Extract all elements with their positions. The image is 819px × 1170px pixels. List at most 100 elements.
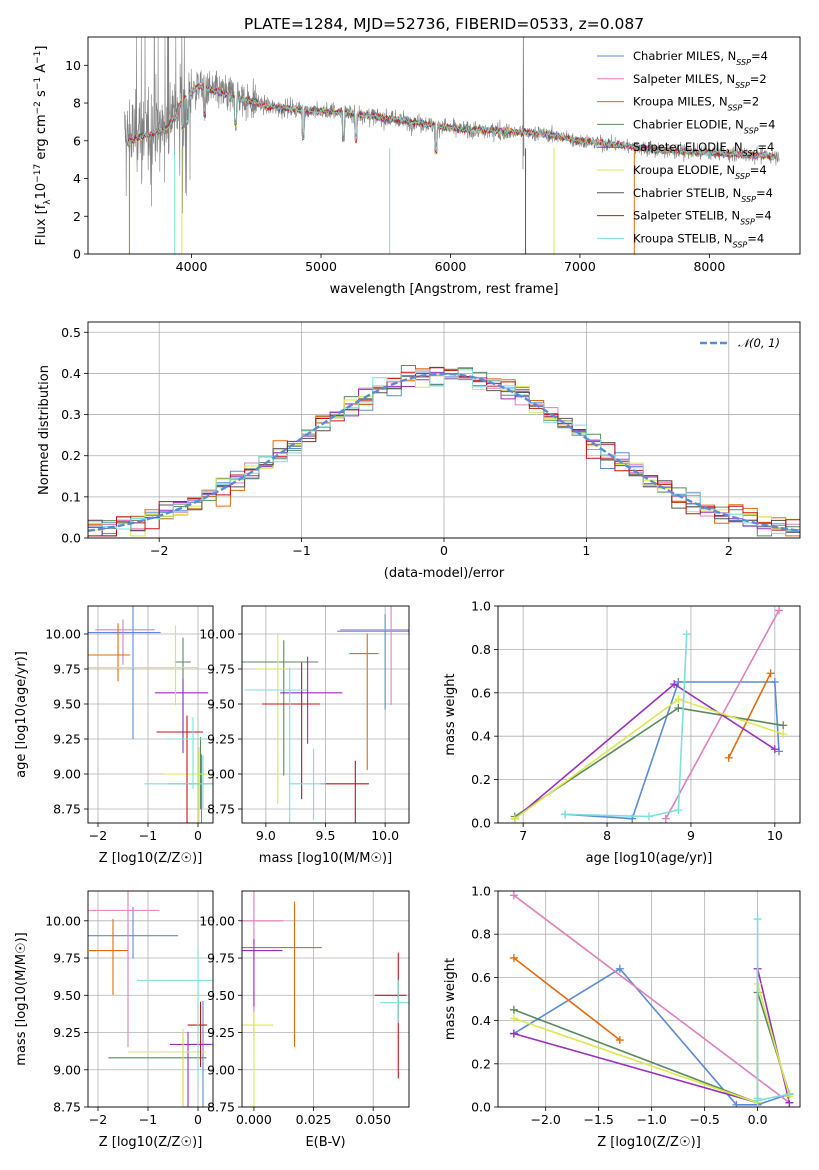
legend-name: Chabrier STELIB, N — [633, 186, 741, 200]
y-label-part: Flux [f — [34, 204, 49, 245]
x-tick-label: 0.050 — [355, 1112, 391, 1127]
x-axis-label: Z [log10(Z/Z☉)] — [597, 1135, 701, 1150]
weight-marker — [509, 891, 518, 900]
weight-line — [514, 707, 784, 818]
legend-sub: SSP — [735, 80, 750, 89]
weight-marker — [775, 747, 784, 756]
y-tick-label: 0.8 — [471, 642, 491, 657]
weight-marker — [724, 753, 733, 762]
x-axis-label: Z [log10(Z/Z☉)] — [99, 1135, 203, 1150]
weight-line — [514, 698, 784, 820]
legend-count: =4 — [750, 163, 767, 177]
weight-marker — [674, 695, 683, 704]
weight-line — [513, 894, 790, 1104]
y-tick-label: 0.6 — [471, 685, 491, 700]
axes-frame — [87, 890, 214, 1108]
weight-marker — [732, 1100, 741, 1107]
panel-4: 9.0 9.5 10.0 8.75 9.00 9.25 9.50 9.75 10.00 mass … — [199, 605, 410, 866]
legend-sub: SSP — [741, 194, 756, 203]
legend-count: =4 — [755, 209, 772, 223]
weight-marker — [510, 814, 519, 823]
normal-curve — [88, 372, 800, 532]
weight-marker — [785, 1090, 794, 1099]
legend: 𝒩(0, 1) — [700, 336, 780, 350]
x-tick-label: 7 — [519, 828, 527, 843]
legend-sub: SSP — [740, 217, 755, 226]
weight-marker — [670, 680, 679, 689]
y-tick-label: 0.8 — [471, 927, 491, 942]
legend-sub: SSP — [735, 172, 750, 181]
legend-entry: 𝒩(0, 1) — [738, 336, 780, 350]
panel-7: 0.000 0.025 0.050 8.75 9.00 9.25 9.50 9.75 10.00… — [199, 890, 410, 1150]
weight-marker — [779, 721, 788, 730]
weight-line — [513, 957, 621, 1041]
y-tick-label: 9.50 — [53, 988, 81, 1003]
weight-marker — [509, 953, 518, 962]
y-tick-label: 0 — [73, 247, 81, 262]
x-axis-label: Z [log10(Z/Z☉)] — [99, 851, 203, 866]
legend-name: Kroupa ELODIE, N — [633, 163, 735, 177]
axes: −2 −1 0 1 2 0.0 0.1 0.2 0.3 0.4 0.5 — [61, 325, 733, 558]
weight-marker — [561, 810, 570, 819]
y-tick-label: 10.00 — [199, 627, 235, 642]
x-tick-label: 0.025 — [296, 1112, 332, 1127]
gridlines — [88, 891, 213, 1108]
weight-marker — [775, 606, 784, 615]
x-tick-label: 5000 — [305, 259, 337, 274]
weight-marker — [674, 703, 683, 712]
x-tick-label: 9.0 — [256, 828, 276, 843]
y-label-part: A — [34, 64, 49, 77]
panel-3: −2 −1 0 8.75 9.00 9.25 9.50 9.75 10.00 Z [log10(Z… — [14, 605, 214, 866]
y-tick-label: 9.00 — [53, 767, 81, 782]
x-tick-label: 7000 — [564, 259, 596, 274]
y-tick-label: 0.3 — [61, 407, 81, 422]
axes: −2 −1 0 8.75 9.00 9.25 9.50 9.75 10.00 — [45, 627, 202, 844]
x-tick-label: −2 — [89, 1112, 107, 1127]
axes-frame — [87, 605, 214, 824]
y-tick-label: 0.6 — [471, 970, 491, 985]
legend-name: Kroupa STELIB, N — [633, 231, 733, 245]
y-tick-label: 8.75 — [207, 1100, 235, 1115]
y-label-part: −17 — [33, 164, 43, 183]
legend-sub: SSP — [743, 149, 758, 158]
axes: 0.000 0.025 0.050 8.75 9.00 9.25 9.50 9.75 10.00 — [199, 913, 391, 1127]
x-tick-label: 10.0 — [371, 828, 399, 843]
legend-entry: Chabrier STELIB, NSSP=4 — [633, 186, 773, 204]
axes-frame — [87, 36, 801, 255]
emission-line — [522, 37, 525, 170]
y-label-part: erg cm — [34, 114, 49, 163]
x-tick-label: 10 — [767, 828, 783, 843]
weight-marker — [674, 805, 683, 814]
y-tick-label: 0.5 — [61, 325, 81, 340]
plot-area — [88, 891, 213, 1107]
model-spectrum — [126, 83, 775, 161]
x-tick-label: 8000 — [693, 259, 725, 274]
y-axis-label: age [log10(age/yr)] — [14, 651, 29, 778]
weight-line — [756, 919, 790, 1102]
legend-name: Chabrier MILES, N — [633, 49, 736, 63]
legend-name: Salpeter STELIB, N — [633, 209, 740, 223]
y-tick-label: 9.50 — [207, 697, 235, 712]
axes: 7 8 9 10 0.0 0.2 0.4 0.6 0.8 1.0 — [471, 599, 783, 844]
axes: 4000 5000 6000 7000 8000 0 2 4 6 8 10 — [65, 58, 725, 274]
x-tick-label: 9 — [687, 828, 695, 843]
y-label-part: −1 — [33, 77, 43, 90]
y-tick-label: 9.50 — [207, 988, 235, 1003]
y-tick-label: 4 — [73, 171, 81, 186]
y-tick-label: 9.75 — [53, 951, 81, 966]
y-tick-label: 9.25 — [53, 732, 81, 747]
x-tick-label: 0 — [194, 1112, 202, 1127]
panel-1: 4000 5000 6000 7000 8000 0 2 4 6 8 10 PLATE=1284, M… — [33, 15, 801, 297]
weight-marker — [509, 1005, 518, 1014]
y-tick-label: 0.4 — [61, 366, 81, 381]
weight-marker — [779, 730, 788, 739]
y-label-part: λ — [43, 199, 53, 205]
weight-marker — [682, 630, 691, 639]
y-tick-label: 0.1 — [61, 489, 81, 504]
legend-name: Salpeter ELODIE, N — [633, 140, 743, 154]
y-tick-label: 9.25 — [53, 1025, 81, 1040]
legend-entry: Kroupa MILES, NSSP=2 — [633, 95, 759, 113]
y-tick-label: 8 — [73, 96, 81, 111]
axes-frame — [241, 890, 410, 1108]
